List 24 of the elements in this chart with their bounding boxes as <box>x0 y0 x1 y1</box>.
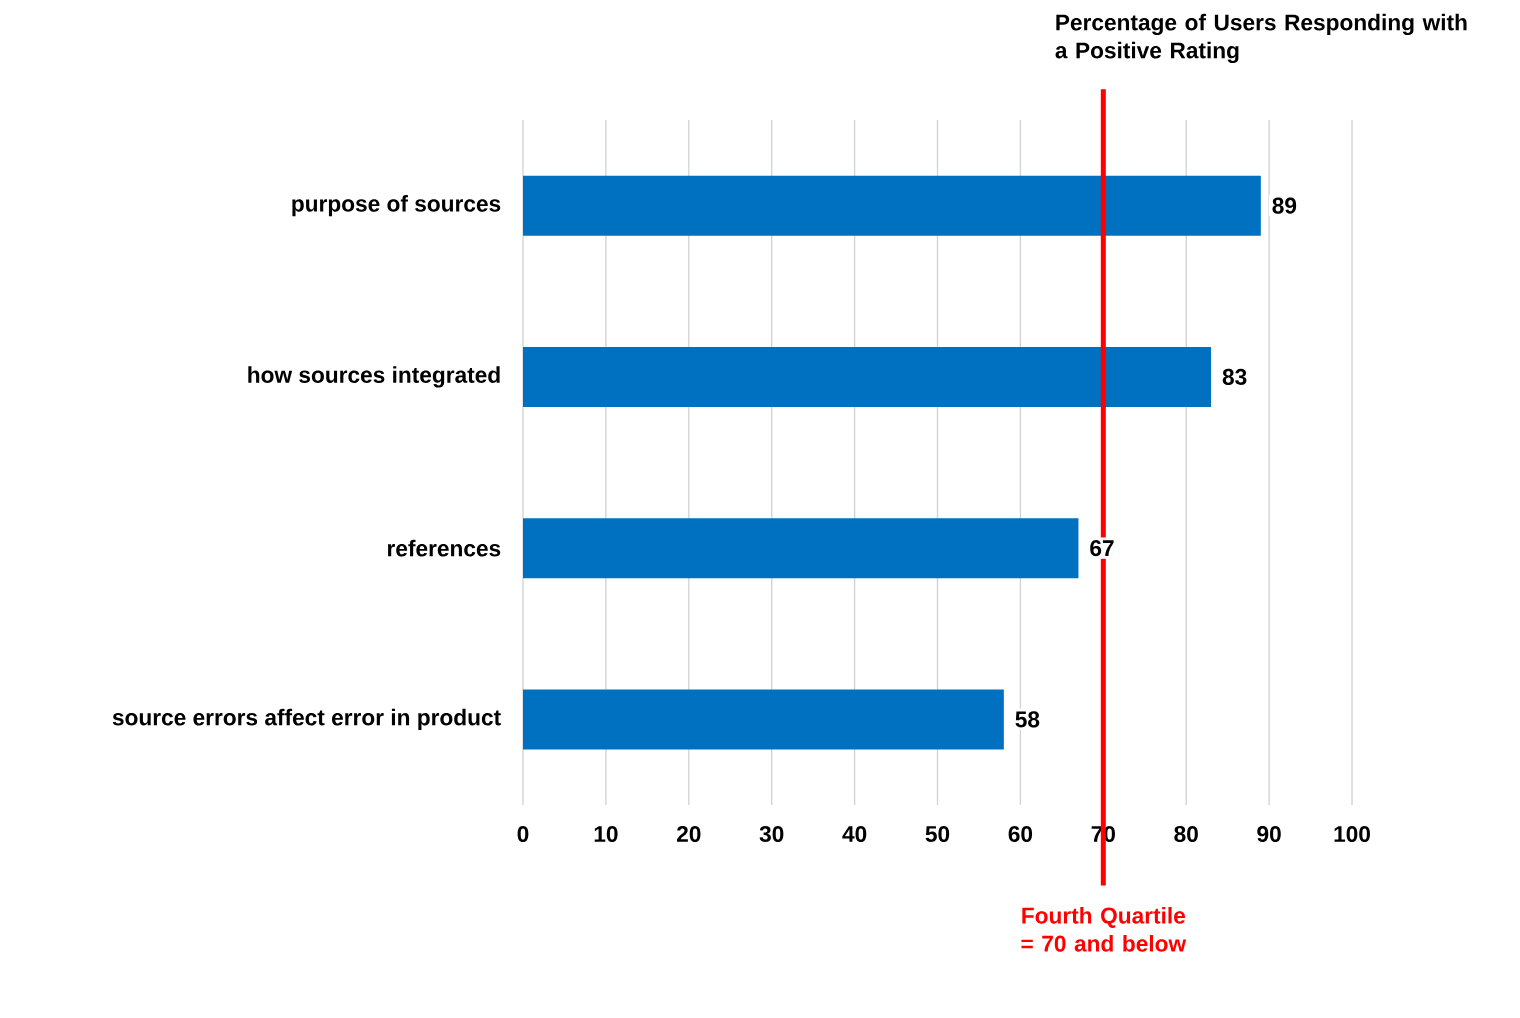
x-tick-label: 80 <box>1174 825 1198 842</box>
y-tick-label: references <box>387 539 501 557</box>
ref-line-label: Fourth Quartile = 70 and below <box>1021 907 1187 952</box>
x-tick-label: 60 <box>1008 825 1033 842</box>
bar <box>523 518 1079 579</box>
x-tick-label: 90 <box>1257 825 1281 842</box>
chart-title: Percentage of Users Responding with a Positive Rating <box>1055 13 1467 64</box>
x-tick-label: 50 <box>925 825 950 842</box>
x-tick-label: 100 <box>1334 825 1370 842</box>
x-tick-label: 0 <box>517 825 529 842</box>
data-label: 83 <box>1222 368 1247 385</box>
x-tick-label: 20 <box>676 825 701 842</box>
data-label: 67 <box>1090 540 1114 557</box>
x-tick-label: 40 <box>842 825 867 842</box>
y-tick-label: source errors affect error in product <box>112 708 501 730</box>
bar <box>523 175 1261 236</box>
bar <box>523 689 1004 750</box>
data-label: 58 <box>1015 711 1040 728</box>
y-tick-label: purpose of sources <box>292 195 501 217</box>
x-tick-label: 30 <box>759 825 784 843</box>
data-label: 89 <box>1272 197 1297 214</box>
y-tick-label: how sources integrated <box>248 366 500 388</box>
x-tick-label: 10 <box>594 825 618 842</box>
bar <box>523 346 1212 407</box>
